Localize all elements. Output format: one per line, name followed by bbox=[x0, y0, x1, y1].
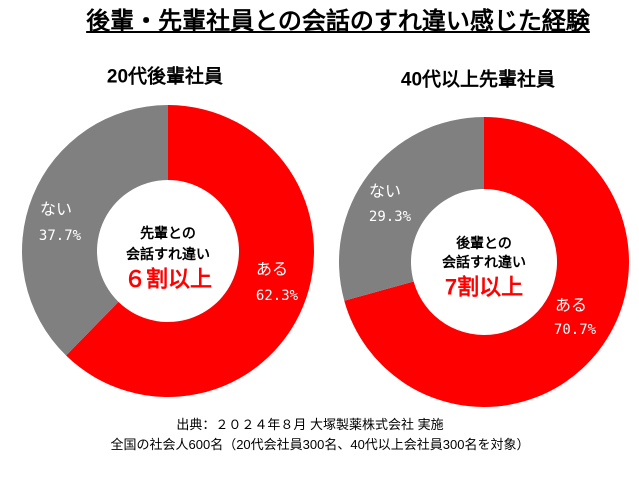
left-label-aru: ある bbox=[256, 261, 288, 279]
right-value-nai: 29.3% bbox=[369, 209, 412, 225]
left-center-line1: 先輩との bbox=[140, 225, 196, 241]
left-value-nai: 37.7% bbox=[39, 228, 82, 244]
right-center-highlight: 7割以上 bbox=[445, 275, 523, 300]
left-center-line2: 会話すれ違い bbox=[126, 246, 210, 262]
right-value-aru: 70.7% bbox=[554, 322, 597, 338]
left-value-aru: 62.3% bbox=[256, 288, 299, 304]
right-donut-slice-aru bbox=[344, 117, 630, 407]
left-label-nai: ない bbox=[40, 201, 72, 219]
source-line-2: 全国の社会人600名（20代会社員300名、40代以上会社員300名を対象） bbox=[110, 437, 530, 452]
right-donut-slices bbox=[338, 117, 630, 407]
left-center-highlight: ６割以上 bbox=[124, 267, 212, 292]
right-donut-slice-nai bbox=[338, 117, 484, 301]
right-chart-title: 40代以上先輩社員 bbox=[401, 68, 555, 91]
right-center-line1: 後輩との bbox=[456, 235, 512, 251]
right-label-nai: ない bbox=[369, 183, 401, 201]
left-donut-slices bbox=[22, 105, 315, 398]
source-line-1: 出典：２０２４年８月 大塚製薬株式会社 実施 bbox=[176, 417, 444, 432]
left-donut-slice-aru bbox=[66, 105, 315, 398]
left-donut-slice-nai bbox=[22, 105, 169, 356]
right-center-line2: 会話すれ違い bbox=[442, 254, 526, 270]
right-label-aru: ある bbox=[555, 297, 587, 315]
left-chart-title: 20代後輩社員 bbox=[107, 65, 223, 88]
main-title: 後輩・先輩社員との会話のすれ違い感じた経験 bbox=[86, 8, 590, 35]
